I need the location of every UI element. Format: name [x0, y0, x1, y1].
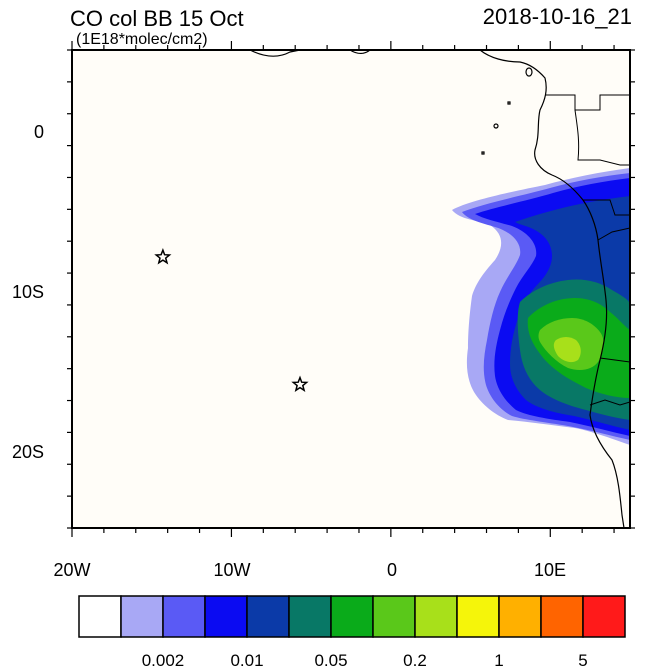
colorbar-label-3: 0.2 — [403, 651, 427, 667]
colorbar-swatch-10 — [498, 595, 542, 638]
colorbar-swatch-2 — [162, 595, 206, 638]
colorbar-label-4: 1 — [494, 651, 503, 667]
colorbar-swatch-11 — [540, 595, 584, 638]
lon-label-0: 0 — [387, 560, 397, 580]
colorbar-label-5: 5 — [578, 651, 587, 667]
lon-label-10e: 10E — [534, 560, 566, 580]
lat-axis-labels: 0 10S 20S — [12, 122, 44, 462]
colorbar-swatch-9 — [456, 595, 500, 638]
colorbar-label-0: 0.002 — [142, 651, 185, 667]
lon-label-10w: 10W — [213, 560, 250, 580]
units-label: (1E18*molec/cm2) — [76, 31, 208, 48]
colorbar-labels: 0.002 0.01 0.05 0.2 1 5 — [142, 651, 588, 667]
map-title: CO col BB 15 Oct — [70, 6, 244, 31]
colorbar-swatch-8 — [414, 595, 458, 638]
lon-label-20w: 20W — [53, 560, 90, 580]
colorbar — [78, 595, 626, 638]
colorbar-swatch-12 — [582, 595, 626, 638]
plume-contour-0.5 — [553, 337, 581, 363]
colorbar-swatch-6 — [330, 595, 374, 638]
colorbar-swatch-7 — [372, 595, 416, 638]
colorbar-swatch-1 — [120, 595, 164, 638]
colorbar-swatch-4 — [246, 595, 290, 638]
timestamp-label: 2018-10-16_21 — [483, 4, 632, 29]
map-area — [67, 41, 635, 537]
lat-label-20s: 20S — [12, 442, 44, 462]
coastlines — [249, 50, 630, 528]
star-marker-2 — [291, 375, 309, 393]
colorbar-label-2: 0.05 — [314, 651, 347, 667]
colorbar-label-1: 0.01 — [230, 651, 263, 667]
colorbar-swatch-3 — [204, 595, 248, 638]
colorbar-swatch-0 — [78, 595, 122, 638]
country-borders — [545, 94, 630, 406]
map-frame — [71, 49, 631, 529]
star-marker-1 — [154, 247, 172, 265]
islands — [481, 67, 533, 155]
lon-axis-labels: 20W 10W 0 10E — [53, 560, 566, 580]
marker-layer — [154, 247, 309, 393]
lat-label-0: 0 — [34, 122, 44, 142]
co-plume-layer — [452, 168, 630, 445]
colorbar-swatch-5 — [288, 595, 332, 638]
lat-label-10s: 10S — [12, 282, 44, 302]
